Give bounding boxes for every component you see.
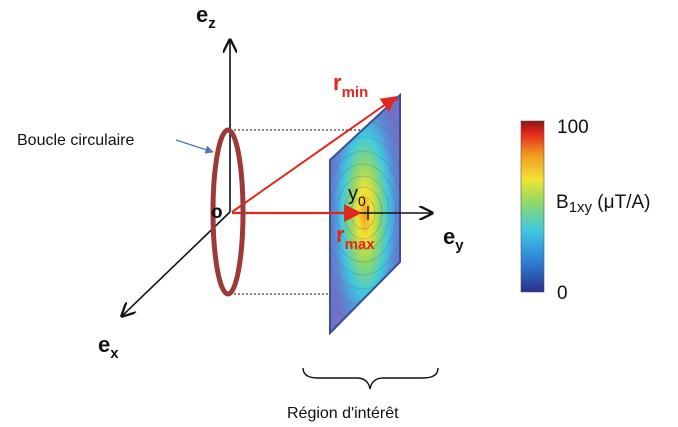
- r-min-vector: [231, 96, 398, 213]
- ex-label: ex: [98, 332, 119, 362]
- region-label: Région d'intérêt: [287, 405, 399, 422]
- loop-label: Boucle circulaire: [17, 132, 134, 149]
- colorbar-quantity-label: B1xy (μT/A): [556, 192, 650, 216]
- colorbar-max-label: 100: [557, 117, 589, 138]
- y0-label: y0: [348, 183, 366, 209]
- r-max-label: rmax: [336, 222, 375, 253]
- loop-pointer-arrow: [175, 139, 214, 154]
- origin-label: o: [211, 202, 223, 223]
- colorbar-min-label: 0: [557, 283, 568, 304]
- region-bracket: [302, 367, 439, 390]
- ey-label: ey: [443, 224, 464, 254]
- r-min-label: rmin: [333, 70, 368, 101]
- ez-label: ez: [196, 2, 216, 32]
- circular-loop: [210, 127, 246, 297]
- colorbar: [520, 120, 545, 293]
